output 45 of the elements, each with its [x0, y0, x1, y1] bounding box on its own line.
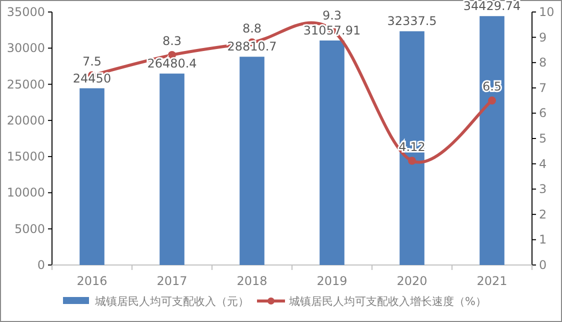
- y2-tick-label: 10: [539, 5, 554, 19]
- bar: [320, 40, 344, 265]
- point: [408, 156, 416, 165]
- data-label: 24450: [72, 71, 112, 86]
- y-tick-label: 35000: [6, 5, 45, 19]
- x-tick-label: 2019: [316, 274, 348, 288]
- y2-tick-label: 1: [539, 232, 547, 247]
- y2-tick-label: 7: [539, 80, 547, 95]
- x-tick-label: 2018: [236, 274, 268, 288]
- y-tick-label: 25000: [6, 77, 45, 92]
- y-tick-label: 30000: [6, 41, 45, 56]
- legend-label: 城镇居民人均可支配收入（元）: [94, 295, 249, 308]
- y2-tick-label: 0: [539, 258, 547, 272]
- y2-tick-label: 3: [539, 182, 547, 196]
- y2-tick-label: 5: [539, 132, 547, 146]
- data-label: 9.3: [322, 8, 342, 23]
- y2-tick-label: 2: [539, 207, 547, 222]
- y-tick-label: 5000: [14, 222, 45, 236]
- data-label: 28810.7: [227, 40, 277, 54]
- x-tick-label: 2016: [76, 274, 108, 288]
- data-label: 34429.74: [463, 0, 521, 14]
- point: [488, 96, 496, 105]
- bar: [480, 16, 504, 265]
- data-label: 7.5: [82, 54, 102, 68]
- y2-tick-label: 6: [539, 106, 547, 120]
- data-label: 8.8: [242, 21, 262, 36]
- bar: [80, 88, 104, 265]
- data-label: 8.3: [162, 34, 182, 48]
- bar: [160, 74, 184, 265]
- data-label: 26480.4: [147, 56, 197, 71]
- data-label: 32337.5: [387, 14, 437, 28]
- y-tick-label: 0: [37, 258, 45, 272]
- y-tick-label: 15000: [6, 150, 45, 164]
- legend-label: 城镇居民人均可支配收入增长速度（%）: [288, 295, 486, 308]
- data-label: 6.5: [482, 80, 502, 94]
- y2-tick-label: 8: [539, 56, 547, 70]
- bar: [400, 31, 424, 265]
- y-tick-label: 10000: [6, 186, 45, 200]
- x-tick-label: 2017: [156, 274, 188, 288]
- y2-tick-label: 9: [539, 30, 547, 44]
- x-tick-label: 2021: [476, 274, 508, 288]
- bar: [240, 56, 264, 265]
- y2-tick-label: 4: [539, 156, 547, 171]
- x-tick-label: 2020: [396, 274, 428, 288]
- y-tick-label: 20000: [6, 113, 45, 128]
